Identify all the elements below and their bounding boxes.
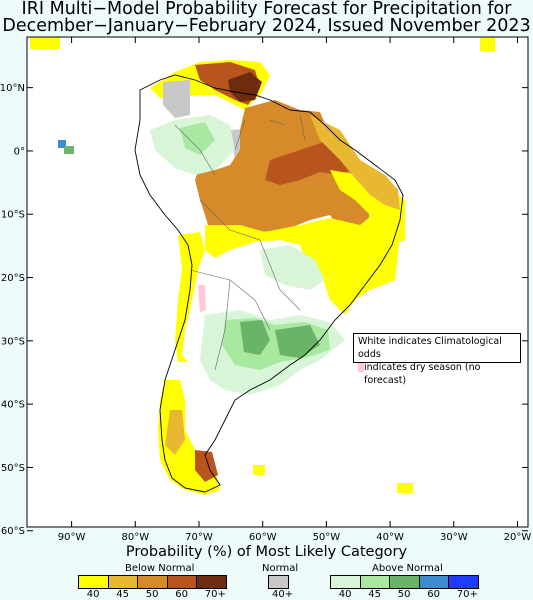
legend-swatch [448,575,479,589]
lat-tick-label: 10°S [1,210,25,221]
dry-season-swatch [358,363,364,372]
below-normal-caribbean2 [480,37,495,51]
lon-tick-label: 60°W [249,532,277,543]
below-normal-label: Below Normal [125,563,195,574]
legend-swatch [137,575,168,589]
country-borders [174,114,306,371]
above-normal-central [260,245,325,290]
below-normal-sgeorgia [397,483,413,493]
legend-title: Probability (%) of Most Likely Category [125,544,408,560]
lon-tick-label: 90°W [58,532,86,543]
climatology-note-box: White indicates Climatological odds indi… [353,333,521,386]
legend-tick-label: 45 [116,589,129,600]
legend-tick-label: 50 [145,589,159,600]
below-normal-caribbean [30,37,60,49]
lon-tick-label: 40°W [376,532,404,543]
lat-tick-label: 0° [14,146,25,157]
dry-season-note: indicates dry season (no forecast) [364,362,481,386]
above-normal-label: Above Normal [372,563,443,574]
legend-tick-label: 60 [427,589,440,600]
above-normal-galapagos2 [64,146,74,154]
map-title-line2: December−January−February 2024, Issued N… [2,16,531,36]
map-frame [26,36,529,528]
legend-tick-label: 45 [368,589,381,600]
below-normal-west-coast [175,232,205,362]
above-normal-galapagos [58,140,66,148]
above-normal-colombia-mid [180,122,215,155]
normal-region-colombia [163,80,190,118]
legend-swatch [268,575,289,589]
legend-swatch [418,575,449,589]
legend-swatch [330,575,361,589]
lon-tick-label: 20°W [504,532,532,543]
dry-season-coast [198,285,206,312]
lon-tick-label: 80°W [121,532,149,543]
lon-tick-label: 70°W [185,532,213,543]
legend-swatch [166,575,197,589]
legend-tick-label: 70+ [204,589,226,600]
lat-tick-label: 10°N [0,83,25,94]
lat-tick-label: 50°S [1,463,25,474]
legend-tick-label: 50 [397,589,411,600]
legend-swatch [107,575,138,589]
above-normal-south-dark [240,320,270,355]
forecast-field-layer [30,37,495,495]
legend-tick-label: 60 [175,589,188,600]
legend-swatch [389,575,420,589]
above-normal-south-dark2 [275,325,320,358]
below-normal-amazon-yellow [205,200,400,315]
climatology-note: White indicates Climatological odds [358,336,502,360]
below-normal-patagonia-orange [165,410,185,455]
map-title-line1: IRI Multi−Model Probability Forecast for… [21,0,512,19]
legend-tick-label: 40+ [272,589,294,600]
legend-tick-label: 70+ [456,589,478,600]
lon-tick-label: 30°W [440,532,468,543]
continent-outline [134,74,404,493]
below-normal-falklands [253,465,265,475]
lon-tick-label: 50°W [313,532,341,543]
below-normal-ne-brazil [310,115,400,210]
legend-tick-label: 40 [86,589,100,600]
lat-tick-label: 40°S [1,400,25,411]
legend-swatch [359,575,390,589]
legend-swatch [78,575,109,589]
axis-ticks: 10°N 0° 10°S 20°S 30°S 40°S 50°S 60°S 90°W 80°W 70… [0,37,531,543]
legend-swatch [196,575,227,589]
legend-tick-label: 40 [338,589,352,600]
normal-label: Normal [262,563,299,574]
lat-tick-label: 60°S [1,526,25,537]
lat-tick-label: 30°S [1,336,25,347]
lat-tick-label: 20°S [1,273,25,284]
